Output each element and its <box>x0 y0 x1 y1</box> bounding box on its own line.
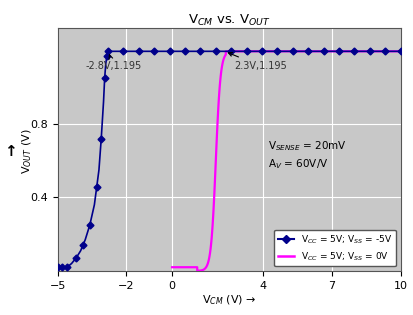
Text: 2.3V,1.195: 2.3V,1.195 <box>228 53 287 71</box>
Legend: V$_{CC}$ = 5V; V$_{SS}$ = -5V, V$_{CC}$ = 5V; V$_{SS}$ = 0V: V$_{CC}$ = 5V; V$_{SS}$ = -5V, V$_{CC}$ … <box>274 230 396 266</box>
Text: V$_{SENSE}$ = 20mV: V$_{SENSE}$ = 20mV <box>268 139 347 153</box>
Text: ↑: ↑ <box>4 144 17 159</box>
Text: -2.8V,1.195: -2.8V,1.195 <box>85 55 142 71</box>
Text: A$_{V}$ = 60V/V: A$_{V}$ = 60V/V <box>268 158 329 171</box>
Title: V$_{CM}$ vs. V$_{OUT}$: V$_{CM}$ vs. V$_{OUT}$ <box>188 13 271 28</box>
Text: V$_{OUT}$ (V): V$_{OUT}$ (V) <box>20 129 33 174</box>
X-axis label: V$_{CM}$ (V) →: V$_{CM}$ (V) → <box>202 293 256 307</box>
